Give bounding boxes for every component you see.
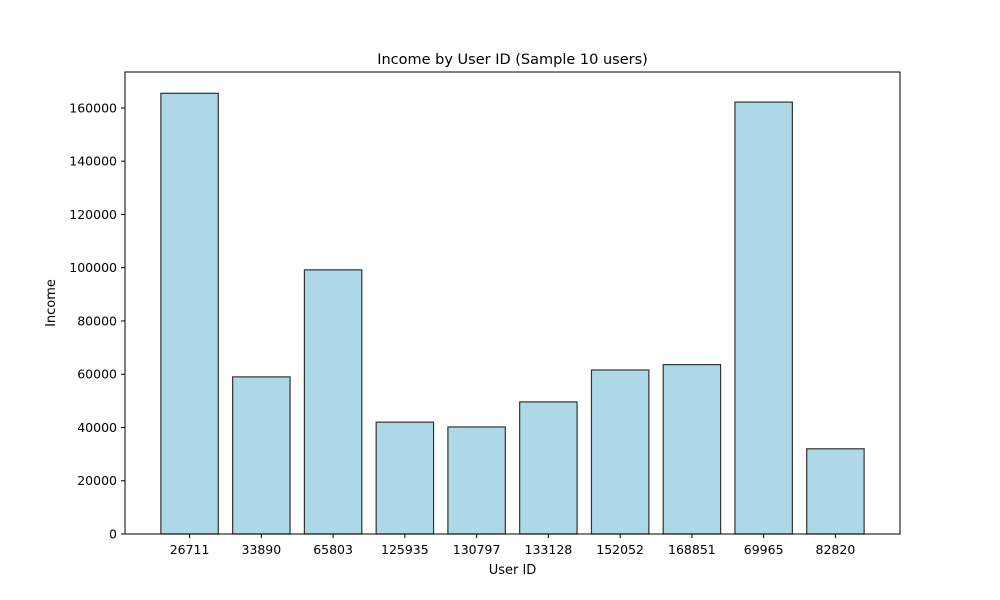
y-tick-label: 40000 <box>77 420 117 435</box>
y-tick-label: 0 <box>109 527 117 542</box>
x-tick-label: 82820 <box>816 542 856 557</box>
x-tick-label: 65803 <box>313 542 353 557</box>
plot-frame <box>124 71 901 535</box>
bar-82820 <box>806 448 865 535</box>
x-tick-label: 26711 <box>170 542 210 557</box>
bar-152052 <box>590 369 650 535</box>
bar-125935 <box>375 421 435 535</box>
bar-26711 <box>160 92 219 535</box>
x-tick-label: 125935 <box>381 542 429 557</box>
bar-33890 <box>232 376 291 535</box>
y-axis-label: Income <box>44 279 59 327</box>
chart-title: Income by User ID (Sample 10 users) <box>377 52 648 68</box>
x-axis-label: User ID <box>489 563 537 578</box>
x-tick-label: 152052 <box>596 542 644 557</box>
bar-133128 <box>519 401 578 535</box>
bar-65803 <box>303 269 363 535</box>
bars-layer <box>160 92 865 535</box>
x-tick-label: 33890 <box>241 542 281 557</box>
bar-130797 <box>447 426 506 535</box>
bar-168851 <box>662 364 722 535</box>
y-axis: 0 20000 40000 60000 80000 100000 120000 140000 1… <box>69 100 125 542</box>
y-tick-label: 160000 <box>69 100 117 115</box>
y-tick-label: 60000 <box>77 367 117 382</box>
y-tick-label: 120000 <box>69 207 117 222</box>
x-tick-label: 133128 <box>525 542 573 557</box>
y-tick-label: 100000 <box>69 260 117 275</box>
y-tick-label: 140000 <box>69 154 117 169</box>
x-tick-label: 130797 <box>453 542 501 557</box>
x-tick-label: 168851 <box>668 542 716 557</box>
bar-69965 <box>734 101 793 535</box>
y-tick-label: 80000 <box>77 313 117 328</box>
x-tick-label: 69965 <box>744 542 784 557</box>
y-tick-label: 20000 <box>77 473 117 488</box>
x-axis: 26711 33890 65803 125935 130797 133128 152052 1… <box>170 534 856 557</box>
